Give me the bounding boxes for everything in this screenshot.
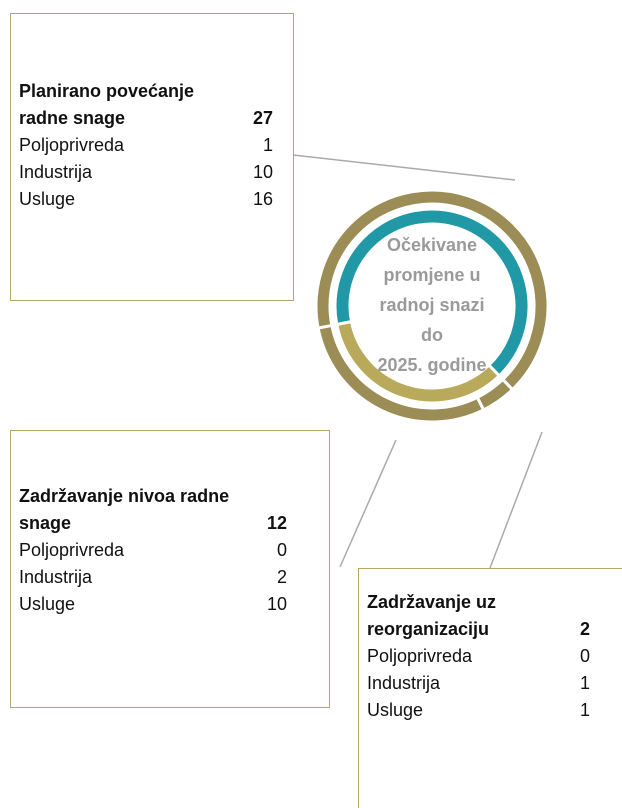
leader-line (339, 439, 397, 568)
breakdown-row: Industrija 10 (19, 159, 273, 186)
sector-name: Industrija (367, 673, 441, 693)
group-value: 27 (252, 108, 273, 128)
breakdown-row: Poljoprivreda 0 (19, 537, 287, 564)
group-name: Zadržavanje uz reorganizaciju (367, 592, 497, 639)
breakdown-row: Poljoprivreda 0 (367, 643, 590, 670)
breakdown-row: Industrija 2 (19, 564, 287, 591)
group-name: Zadržavanje nivoa radne snage (19, 486, 230, 533)
callout-box: Planirano povećanje radne snage 27 Poljopr… (10, 13, 294, 301)
sector-name: Poljoprivreda (19, 135, 125, 155)
group-heading: Planirano povećanje radne snage 27 (19, 78, 273, 132)
breakdown-row: Usluge 16 (19, 186, 273, 213)
sector-name: Industrija (19, 162, 93, 182)
outer-segment (316, 323, 486, 424)
sector-value: 0 (276, 540, 287, 560)
breakdown-row: Poljoprivreda 1 (19, 132, 273, 159)
breakdown-row: Usluge 1 (367, 697, 590, 724)
center-label: Očekivane (387, 235, 477, 255)
group-heading: Zadržavanje nivoa radne snage 12 (19, 483, 287, 537)
center-label: 2025. godine (377, 355, 486, 375)
sector-name: Usluge (367, 700, 424, 720)
group-value: 2 (579, 619, 590, 639)
sector-name: Poljoprivreda (19, 540, 125, 560)
breakdown-row: Usluge 10 (19, 591, 287, 618)
sector-value: 16 (252, 189, 273, 209)
leader-line (489, 431, 543, 569)
center-label: promjene u (383, 265, 480, 285)
sector-value: 10 (252, 162, 273, 182)
center-label: radnoj snazi (379, 295, 484, 315)
center-label: do (421, 325, 443, 345)
sector-name: Usluge (19, 189, 76, 209)
sector-name: Industrija (19, 567, 93, 587)
sector-value: 1 (579, 700, 590, 720)
inner-segment (335, 319, 502, 405)
group-value: 12 (266, 513, 287, 533)
sector-value: 0 (579, 646, 590, 666)
sector-value: 1 (579, 673, 590, 693)
sector-value: 10 (266, 594, 287, 614)
breakdown-row: Industrija 1 (367, 670, 590, 697)
sector-value: 1 (262, 135, 273, 155)
callout-box: Zadržavanje uz reorganizaciju 2 Poljoprivr… (358, 568, 622, 808)
sector-name: Usluge (19, 594, 76, 614)
sector-name: Poljoprivreda (367, 646, 473, 666)
callout-box: Zadržavanje nivoa radne snage 12 Poljopriv… (10, 430, 330, 708)
sector-value: 2 (276, 567, 287, 587)
group-name: Planirano povećanje radne snage (19, 81, 195, 128)
leader-line (292, 154, 516, 181)
group-heading: Zadržavanje uz reorganizaciju 2 (367, 589, 590, 643)
